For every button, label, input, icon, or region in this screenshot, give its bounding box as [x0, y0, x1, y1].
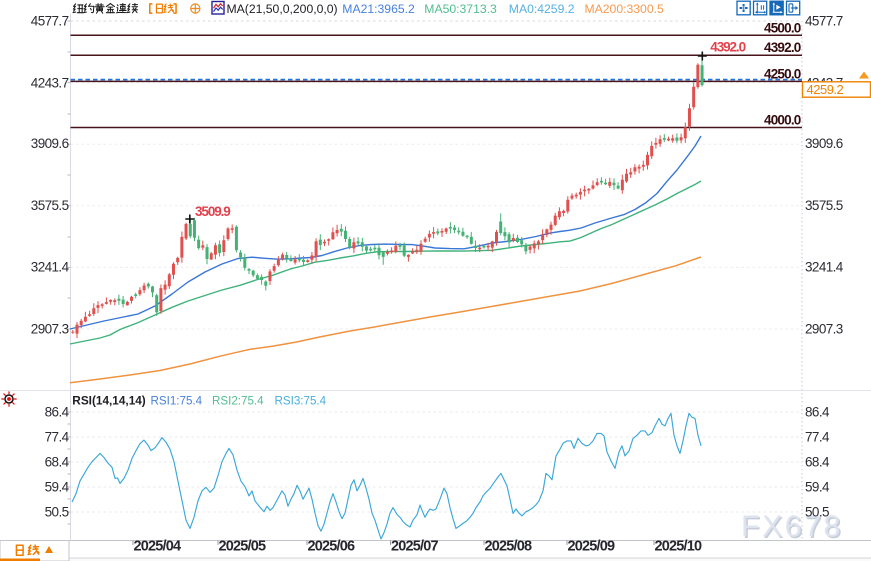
- svg-text:MA0:4259.2: MA0:4259.2: [509, 2, 575, 16]
- svg-text:3241.4: 3241.4: [31, 260, 70, 275]
- svg-text:MA50:3713.3: MA50:3713.3: [424, 2, 497, 16]
- svg-text:3909.6: 3909.6: [805, 136, 843, 151]
- svg-text:4243.7: 4243.7: [31, 76, 69, 91]
- svg-text:4577.7: 4577.7: [805, 14, 843, 29]
- svg-text:2907.3: 2907.3: [31, 322, 69, 337]
- svg-text:RSI(14,14,14): RSI(14,14,14): [72, 394, 146, 408]
- svg-text:2025/04: 2025/04: [134, 538, 182, 554]
- svg-text:3575.5: 3575.5: [31, 198, 69, 213]
- svg-text:3909.6: 3909.6: [31, 136, 69, 151]
- svg-text:2025/10: 2025/10: [655, 538, 703, 554]
- svg-text:50.5: 50.5: [805, 505, 829, 520]
- svg-text:RSI1:75.4: RSI1:75.4: [151, 395, 203, 408]
- svg-text:MA(21,50,0,200,0,0): MA(21,50,0,200,0,0): [227, 2, 338, 16]
- svg-text:2025/05: 2025/05: [219, 538, 267, 554]
- svg-text:4259.2: 4259.2: [807, 82, 844, 97]
- svg-text:2025/06: 2025/06: [308, 538, 356, 554]
- svg-text:2025/07: 2025/07: [391, 538, 439, 554]
- svg-text:2025/09: 2025/09: [568, 538, 616, 554]
- svg-text:4392.0: 4392.0: [764, 40, 801, 55]
- svg-text:4392.0: 4392.0: [710, 40, 745, 55]
- svg-text:4000.0: 4000.0: [764, 113, 801, 128]
- svg-text:3509.9: 3509.9: [195, 204, 230, 219]
- svg-text:77.4: 77.4: [805, 430, 830, 445]
- svg-text:68.4: 68.4: [805, 455, 830, 470]
- svg-text:RSI3:75.4: RSI3:75.4: [275, 395, 327, 408]
- svg-text:MA21:3965.2: MA21:3965.2: [342, 2, 415, 16]
- svg-text:2025/08: 2025/08: [485, 538, 533, 554]
- svg-text:3241.4: 3241.4: [805, 260, 844, 275]
- svg-text:3575.5: 3575.5: [805, 198, 843, 213]
- svg-text:2907.3: 2907.3: [805, 322, 843, 337]
- svg-text:77.4: 77.4: [45, 430, 70, 445]
- svg-text:MA200:3300.5: MA200:3300.5: [585, 2, 665, 16]
- svg-text:4577.7: 4577.7: [31, 14, 69, 29]
- svg-text:RSI2:75.4: RSI2:75.4: [212, 395, 264, 408]
- svg-text:86.4: 86.4: [45, 405, 70, 420]
- svg-text:4500.0: 4500.0: [764, 20, 801, 35]
- svg-text:86.4: 86.4: [805, 405, 830, 420]
- svg-text:50.5: 50.5: [45, 505, 69, 520]
- svg-text:59.4: 59.4: [805, 480, 830, 495]
- svg-text:FX678: FX678: [743, 511, 845, 545]
- svg-text:FX678: FX678: [741, 510, 843, 544]
- svg-text:4250.0: 4250.0: [764, 66, 801, 81]
- svg-text:59.4: 59.4: [45, 480, 70, 495]
- svg-text:68.4: 68.4: [45, 455, 70, 470]
